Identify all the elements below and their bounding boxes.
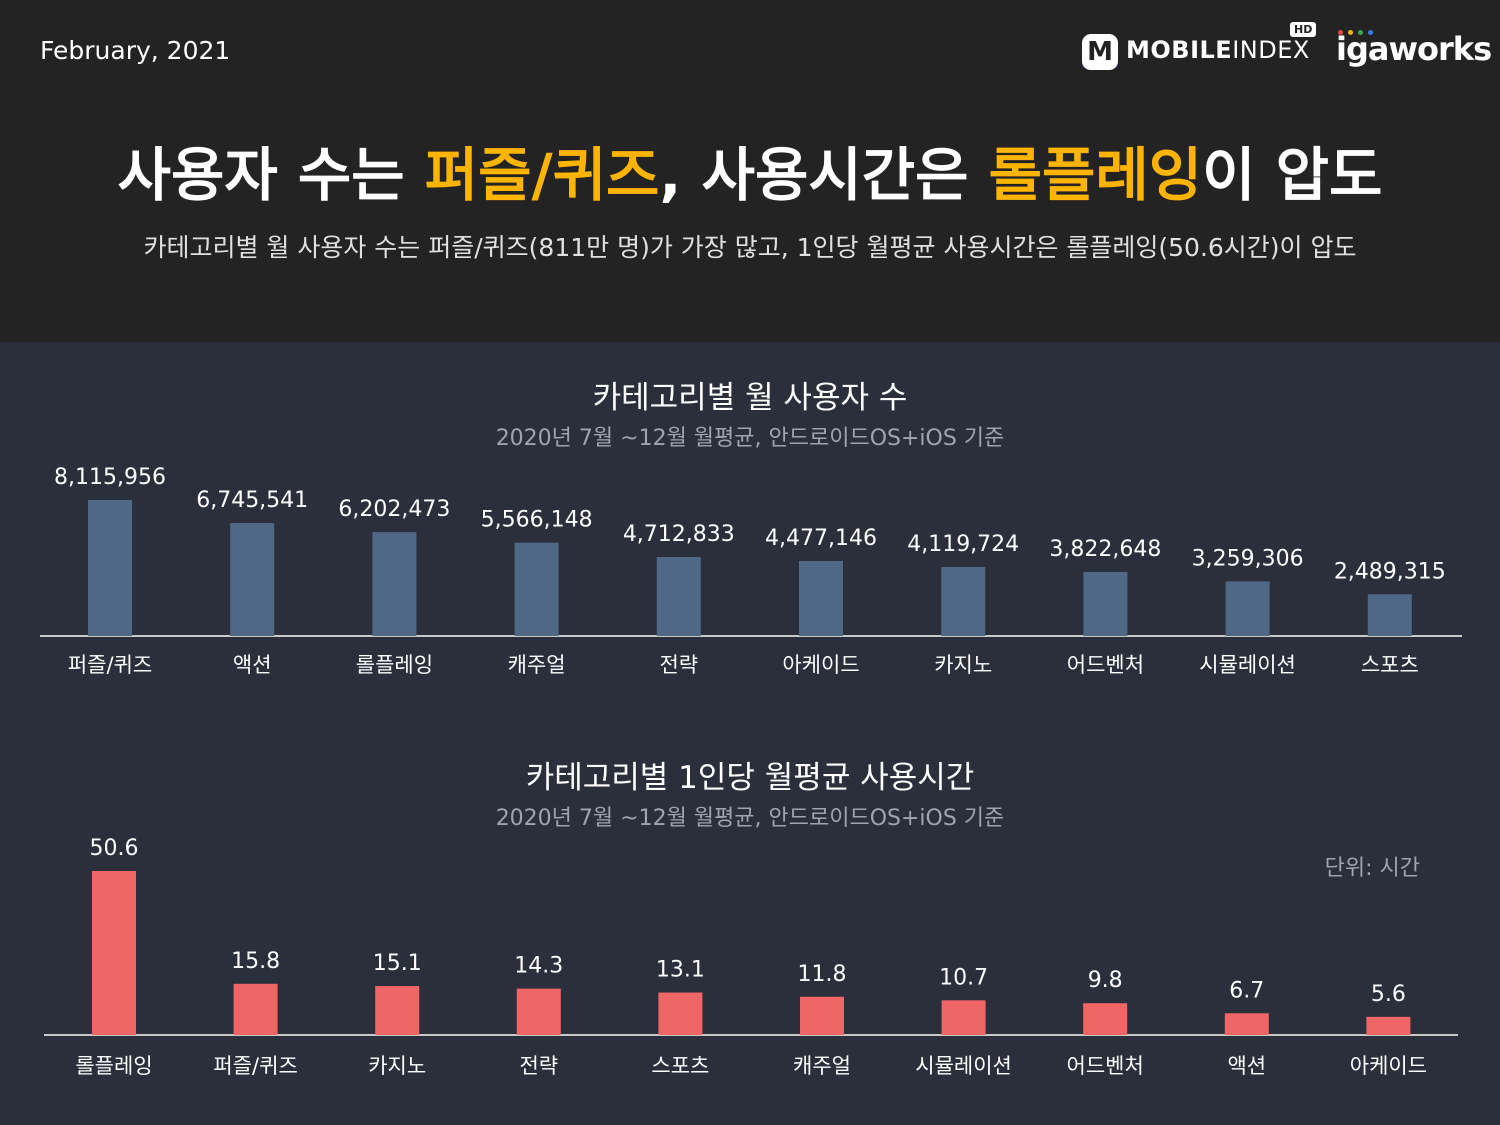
time-chart-bar-1 <box>233 983 278 1035</box>
header-panel: February, 2021 M MOBILEINDEX HD igaworks… <box>0 0 1500 342</box>
users-chart-category-label-3: 캐주얼 <box>508 653 566 677</box>
igaworks-logo-text: igaworks <box>1336 30 1492 68</box>
users-chart-value-label-0: 8,115,956 <box>54 465 166 490</box>
mobileindex-logo-icon: M <box>1082 34 1118 70</box>
users-chart-category-label-6: 카지노 <box>934 653 992 677</box>
users-chart-bar-1 <box>230 522 275 636</box>
users-chart-value-label-2: 6,202,473 <box>338 497 450 522</box>
time-chart-bar-5 <box>800 996 844 1035</box>
time-chart-category-label-8: 액션 <box>1227 1054 1266 1078</box>
time-chart-bar-7 <box>1083 1003 1128 1035</box>
time-chart-value-label-6: 10.7 <box>939 965 988 990</box>
users-chart-bar-6 <box>941 566 986 636</box>
time-chart-title: 카테고리별 1인당 월평균 사용시간 <box>525 760 975 796</box>
users-chart-value-label-3: 5,566,148 <box>481 508 593 533</box>
time-chart-value-label-1: 15.8 <box>231 949 280 974</box>
users-chart-bar-3 <box>514 542 559 636</box>
igaworks-dots-icon <box>1336 30 1396 38</box>
mobileindex-logo-thin: INDEX <box>1232 36 1310 64</box>
users-chart-bar-9 <box>1367 594 1412 636</box>
time-chart-bar-0 <box>92 871 136 1035</box>
time-chart-value-label-9: 5.6 <box>1371 982 1406 1007</box>
users-chart-subtitle: 2020년 7월 ~12월 월평균, 안드로이드OS+iOS 기준 <box>495 426 1005 451</box>
time-chart-category-label-0: 롤플레잉 <box>75 1054 152 1078</box>
headline-part-3: 이 압도 <box>1202 141 1383 209</box>
users-chart-bar-2 <box>372 532 417 636</box>
time-chart-value-label-0: 50.6 <box>90 836 139 861</box>
users-chart-bar-5 <box>799 560 843 636</box>
headline-highlight-1: 퍼즐/퀴즈 <box>424 141 660 209</box>
time-chart-unit-label: 단위: 시간 <box>1324 856 1420 881</box>
time-chart-category-label-3: 전략 <box>519 1054 558 1078</box>
time-chart-bar-3 <box>516 988 561 1035</box>
users-chart-bar-8 <box>1225 581 1270 636</box>
time-chart-value-label-5: 11.8 <box>798 962 847 987</box>
time-chart-value-label-4: 13.1 <box>656 958 705 983</box>
time-chart-value-label-3: 14.3 <box>514 954 563 979</box>
time-bar-chart: 50.6 롤플레잉 15.8 퍼즐/퀴즈 15.1 카지노 14.3 전략 13.1 스포츠 11.… <box>44 836 1458 1078</box>
time-chart-bar-9 <box>1366 1016 1411 1035</box>
time-chart-category-label-1: 퍼즐/퀴즈 <box>213 1054 297 1078</box>
headline-part-1: 사용자 수는 <box>117 141 425 209</box>
time-chart-bar-6 <box>941 1000 986 1035</box>
time-chart-category-label-5: 캐주얼 <box>793 1054 851 1078</box>
users-chart-category-label-1: 액션 <box>233 653 272 677</box>
users-chart-value-label-7: 3,822,648 <box>1049 537 1161 562</box>
users-chart-value-label-9: 2,489,315 <box>1334 559 1446 584</box>
hd-badge: HD <box>1290 22 1317 37</box>
users-chart-bar-4 <box>656 557 701 636</box>
users-chart-bar-0 <box>88 500 132 636</box>
users-bar-chart: 8,115,956 퍼즐/퀴즈 6,745,541 액션 6,202,473 롤플레잉 5,… <box>40 465 1462 677</box>
users-chart-bar-7 <box>1083 571 1128 636</box>
users-chart-value-label-1: 6,745,541 <box>196 488 308 513</box>
time-chart-category-label-6: 시뮬레이션 <box>915 1054 1012 1078</box>
mobileindex-logo-bold: MOBILE <box>1126 36 1233 64</box>
time-chart-value-label-8: 6.7 <box>1229 978 1264 1003</box>
users-chart-category-label-4: 전략 <box>659 653 698 677</box>
logos: M MOBILEINDEX HD igaworks <box>1068 22 1492 78</box>
time-chart-category-label-2: 카지노 <box>368 1054 426 1078</box>
users-chart-value-label-4: 4,712,833 <box>623 522 735 547</box>
users-chart-value-label-5: 4,477,146 <box>765 526 877 551</box>
time-chart-value-label-7: 9.8 <box>1088 968 1123 993</box>
users-chart-category-label-5: 아케이드 <box>782 653 859 677</box>
time-chart-value-label-2: 15.1 <box>373 951 422 976</box>
time-chart-bar-4 <box>658 992 703 1035</box>
time-chart-subtitle: 2020년 7월 ~12월 월평균, 안드로이드OS+iOS 기준 <box>495 806 1005 831</box>
users-chart-category-label-2: 롤플레잉 <box>356 653 433 677</box>
users-chart-value-label-6: 4,119,724 <box>907 532 1019 557</box>
time-chart-bar-8 <box>1224 1013 1269 1035</box>
time-chart-category-label-7: 어드벤처 <box>1067 1054 1144 1078</box>
headline-part-2: , 사용시간은 <box>659 141 989 209</box>
time-chart-category-label-4: 스포츠 <box>651 1054 709 1078</box>
users-chart-category-label-8: 시뮬레이션 <box>1199 653 1296 677</box>
report-date: February, 2021 <box>40 36 231 65</box>
time-chart-bar-2 <box>375 986 420 1035</box>
users-chart-category-label-9: 스포츠 <box>1361 653 1419 677</box>
page-subheadline: 카테고리별 월 사용자 수는 퍼즐/퀴즈(811만 명)가 가장 많고, 1인당… <box>143 233 1357 262</box>
users-chart-value-label-8: 3,259,306 <box>1192 546 1304 571</box>
users-chart-title: 카테고리별 월 사용자 수 <box>592 380 908 416</box>
users-chart-category-label-0: 퍼즐/퀴즈 <box>68 653 152 677</box>
users-chart-category-label-7: 어드벤처 <box>1067 653 1144 677</box>
headline-highlight-2: 롤플레잉 <box>988 141 1203 209</box>
page-headline: 사용자 수는 퍼즐/퀴즈, 사용시간은 롤플레잉이 압도 <box>0 128 1500 212</box>
mobileindex-logo-text: MOBILEINDEX <box>1126 36 1310 64</box>
time-chart-category-label-9: 아케이드 <box>1350 1054 1427 1078</box>
